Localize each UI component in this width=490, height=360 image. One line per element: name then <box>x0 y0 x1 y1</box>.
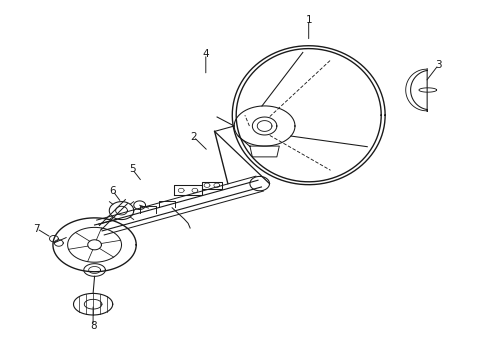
Text: 8: 8 <box>90 321 97 331</box>
Text: 6: 6 <box>109 186 116 196</box>
Text: 2: 2 <box>190 132 197 142</box>
Text: 1: 1 <box>305 15 312 25</box>
Text: 7: 7 <box>33 224 40 234</box>
Text: 3: 3 <box>435 60 442 70</box>
Text: 5: 5 <box>129 164 136 174</box>
Text: 4: 4 <box>202 49 209 59</box>
